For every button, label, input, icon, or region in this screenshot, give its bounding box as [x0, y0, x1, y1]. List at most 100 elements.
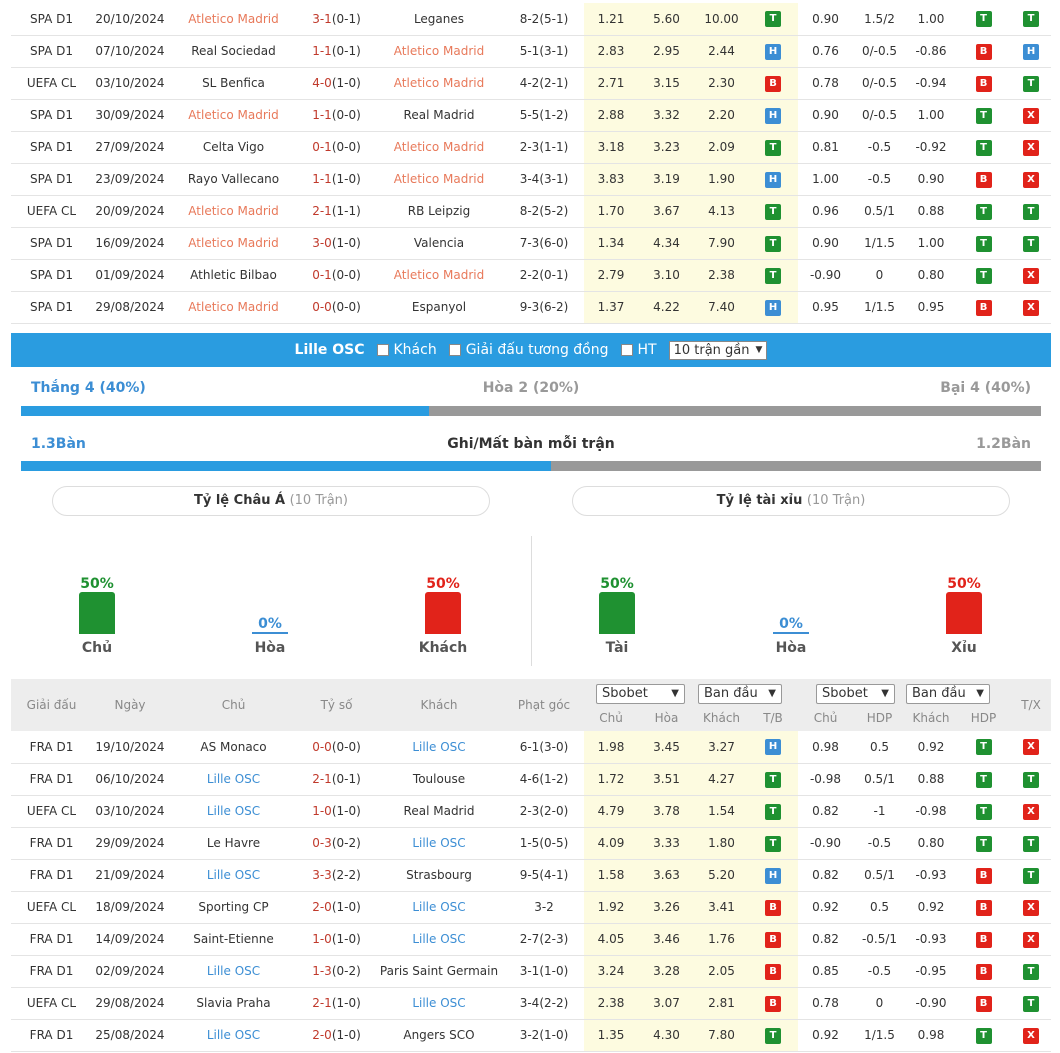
away-team-link-text[interactable]: Atletico Madrid — [393, 140, 485, 154]
match-row[interactable]: SPA D1 07/10/2024 Real Sociedad 1-1(0-1) Atl… — [11, 35, 1051, 68]
home-team-link-text[interactable]: Lille OSC — [206, 772, 261, 786]
away-team-link-text[interactable]: RB Leipzig — [407, 204, 471, 218]
away-team-link[interactable]: Valencia — [374, 227, 504, 260]
filter-ht-option[interactable]: HT — [620, 342, 657, 358]
home-team-link[interactable]: Lille OSC — [168, 859, 299, 892]
away-team-link-text[interactable]: Toulouse — [412, 772, 466, 786]
home-team-link-text[interactable]: Lille OSC — [206, 868, 261, 882]
match-row[interactable]: SPA D1 20/10/2024 Atletico Madrid 3-1(0-1) L… — [11, 3, 1051, 36]
away-team-link[interactable]: Atletico Madrid — [374, 35, 504, 68]
match-row[interactable]: UEFA CL 18/09/2024 Sporting CP 2-0(1-0) Lill… — [11, 891, 1051, 924]
away-team-link[interactable]: Atletico Madrid — [374, 259, 504, 292]
match-count-select[interactable]: 10 trận gần ▼ — [668, 340, 768, 360]
home-team-link[interactable]: Slavia Praha — [168, 987, 299, 1020]
away-team-link[interactable]: Lille OSC — [374, 827, 504, 860]
away-team-link[interactable]: Atletico Madrid — [374, 67, 504, 100]
match-row[interactable]: UEFA CL 29/08/2024 Slavia Praha 2-1(1-0) Lil… — [11, 987, 1051, 1020]
match-row[interactable]: FRA D1 21/09/2024 Lille OSC 3-3(2-2) Strasbo… — [11, 859, 1051, 892]
home-team-link-text[interactable]: Atletico Madrid — [188, 108, 279, 122]
away-team-link-text[interactable]: Lille OSC — [412, 932, 466, 946]
away-checkbox[interactable] — [376, 344, 389, 356]
match-row[interactable]: FRA D1 19/10/2024 AS Monaco 0-0(0-0) Lille O… — [11, 731, 1051, 764]
match-row[interactable]: FRA D1 14/09/2024 Saint-Etienne 1-0(1-0) Lil… — [11, 923, 1051, 956]
odds-type-select-1[interactable]: Ban đầu ▼ — [698, 684, 782, 704]
bookmaker-select-2[interactable]: Sbobet ▼ — [816, 684, 895, 704]
match-row[interactable]: FRA D1 06/10/2024 Lille OSC 2-1(0-1) Toulous… — [11, 763, 1051, 796]
away-team-link-text[interactable]: Atletico Madrid — [393, 44, 485, 58]
home-team-link-text[interactable]: Le Havre — [206, 836, 261, 850]
away-team-link[interactable]: Lille OSC — [374, 987, 504, 1020]
home-team-link[interactable]: Atletico Madrid — [168, 227, 299, 260]
match-row[interactable]: SPA D1 27/09/2024 Celta Vigo 0-1(0-0) Atleti… — [11, 131, 1051, 164]
match-row[interactable]: UEFA CL 20/09/2024 Atletico Madrid 2-1(1-1)… — [11, 195, 1051, 228]
home-team-link[interactable]: Lille OSC — [168, 763, 299, 796]
home-team-link[interactable]: SL Benfica — [168, 67, 299, 100]
filter-away-option[interactable]: Khách — [376, 342, 437, 358]
home-team-link-text[interactable]: Celta Vigo — [202, 140, 265, 154]
match-row[interactable]: SPA D1 29/08/2024 Atletico Madrid 0-0(0-0) E… — [11, 291, 1051, 324]
away-team-link-text[interactable]: Lille OSC — [412, 739, 466, 754]
away-team-link[interactable]: Atletico Madrid — [374, 163, 504, 196]
match-row[interactable]: SPA D1 01/09/2024 Athletic Bilbao 0-1(0-0) A… — [11, 259, 1051, 292]
match-row[interactable]: SPA D1 23/09/2024 Rayo Vallecano 1-1(1-0) At… — [11, 163, 1051, 196]
away-team-link-text[interactable]: Espanyol — [411, 300, 467, 314]
away-team-link-text[interactable]: Lille OSC — [412, 996, 466, 1010]
away-team-link[interactable]: Real Madrid — [374, 795, 504, 828]
away-team-link[interactable]: Espanyol — [374, 291, 504, 324]
home-team-link[interactable]: AS Monaco — [168, 731, 299, 764]
away-team-link[interactable]: Angers SCO — [374, 1019, 504, 1052]
home-team-link-text[interactable]: Athletic Bilbao — [190, 268, 277, 282]
away-team-link[interactable]: Atletico Madrid — [374, 131, 504, 164]
home-team-link[interactable]: Lille OSC — [168, 795, 299, 828]
away-team-link[interactable]: Toulouse — [374, 763, 504, 796]
home-team-link[interactable]: Le Havre — [168, 827, 299, 860]
away-team-link-text[interactable]: Angers SCO — [403, 1028, 475, 1042]
match-row[interactable]: FRA D1 02/09/2024 Lille OSC 1-3(0-2) Paris S… — [11, 955, 1051, 988]
bookmaker-select-1[interactable]: Sbobet ▼ — [596, 684, 685, 704]
match-row[interactable]: FRA D1 25/08/2024 Lille OSC 2-0(1-0) Angers … — [11, 1019, 1051, 1052]
home-team-link[interactable]: Atletico Madrid — [168, 3, 299, 36]
home-team-link-text[interactable]: Sporting CP — [198, 900, 269, 914]
away-team-link-text[interactable]: Lille OSC — [412, 900, 466, 914]
away-team-link-text[interactable]: Real Madrid — [403, 804, 475, 818]
away-team-link-text[interactable]: Real Madrid — [403, 108, 475, 122]
home-team-link[interactable]: Atletico Madrid — [168, 195, 299, 228]
away-team-link-text[interactable]: Atletico Madrid — [393, 268, 485, 282]
match-row[interactable]: UEFA CL 03/10/2024 SL Benfica 4-0(1-0) Atlet… — [11, 67, 1051, 100]
home-team-link-text[interactable]: Atletico Madrid — [188, 204, 279, 218]
away-team-link-text[interactable]: Leganes — [413, 11, 465, 26]
away-team-link[interactable]: Strasbourg — [374, 859, 504, 892]
home-team-link[interactable]: Sporting CP — [168, 891, 299, 924]
home-team-link-text[interactable]: Atletico Madrid — [188, 11, 279, 26]
home-team-link[interactable]: Atletico Madrid — [168, 291, 299, 324]
match-row[interactable]: SPA D1 16/09/2024 Atletico Madrid 3-0(1-0) V… — [11, 227, 1051, 260]
home-team-link-text[interactable]: Atletico Madrid — [188, 300, 279, 314]
match-row[interactable]: SPA D1 30/09/2024 Atletico Madrid 1-1(0-0) R… — [11, 99, 1051, 132]
same-league-checkbox[interactable] — [448, 344, 461, 356]
away-team-link[interactable]: Paris Saint Germain — [374, 955, 504, 988]
home-team-link-text[interactable]: SL Benfica — [202, 76, 265, 90]
home-team-link-text[interactable]: Slavia Praha — [196, 996, 271, 1010]
home-team-link-text[interactable]: Lille OSC — [206, 804, 261, 818]
home-team-link[interactable]: Lille OSC — [168, 955, 299, 988]
match-row[interactable]: UEFA CL 03/10/2024 Lille OSC 1-0(1-0) Real M… — [11, 795, 1051, 828]
match-row[interactable]: FRA D1 29/09/2024 Le Havre 0-3(0-2) Lille OS… — [11, 827, 1051, 860]
home-team-link-text[interactable]: AS Monaco — [200, 739, 267, 754]
away-team-link[interactable]: Real Madrid — [374, 99, 504, 132]
away-team-link-text[interactable]: Strasbourg — [406, 868, 472, 882]
odds-type-select-2[interactable]: Ban đầu ▼ — [906, 684, 990, 704]
away-team-link-text[interactable]: Paris Saint Germain — [379, 964, 499, 978]
filter-same-league-option[interactable]: Giải đấu tương đồng — [448, 342, 609, 358]
home-team-link-text[interactable]: Lille OSC — [206, 964, 261, 978]
away-team-link-text[interactable]: Atletico Madrid — [393, 172, 485, 186]
home-team-link[interactable]: Atletico Madrid — [168, 99, 299, 132]
home-team-link[interactable]: Rayo Vallecano — [168, 163, 299, 196]
away-team-link-text[interactable]: Atletico Madrid — [393, 76, 485, 90]
home-team-link[interactable]: Real Sociedad — [168, 35, 299, 68]
away-team-link-text[interactable]: Lille OSC — [412, 836, 466, 850]
away-team-link[interactable]: Lille OSC — [374, 923, 504, 956]
ht-checkbox[interactable] — [620, 344, 633, 356]
away-team-link[interactable]: Lille OSC — [374, 731, 504, 764]
away-team-link[interactable]: RB Leipzig — [374, 195, 504, 228]
home-team-link-text[interactable]: Saint-Etienne — [193, 932, 274, 946]
